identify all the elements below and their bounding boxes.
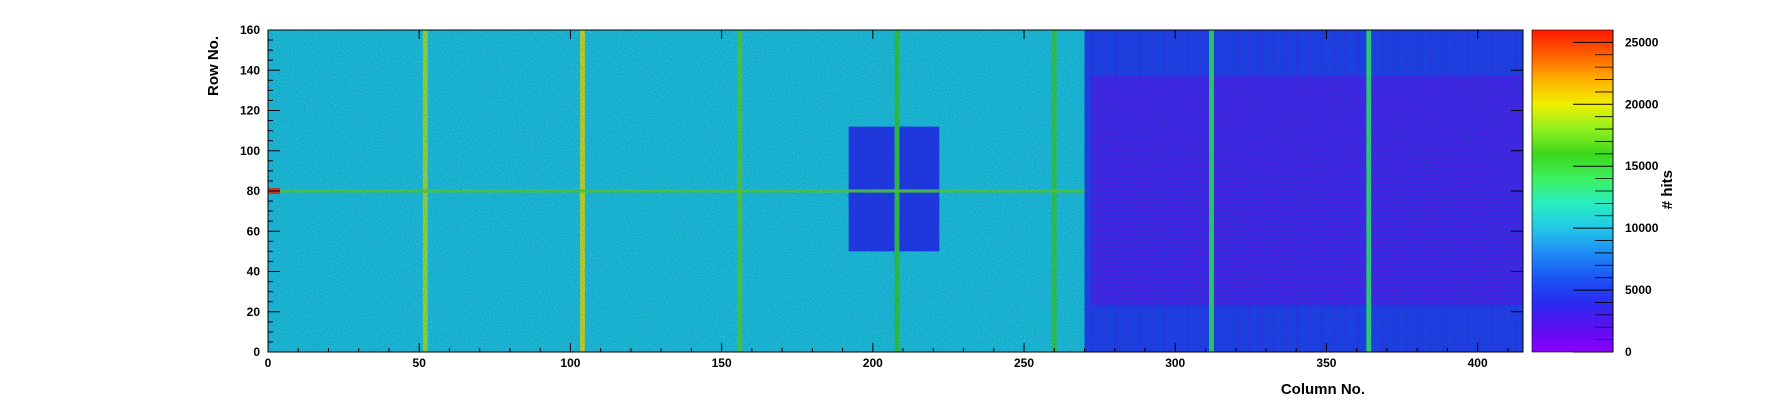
x-tick-label: 200 <box>863 356 883 370</box>
x-tick-label: 100 <box>560 356 580 370</box>
y-tick-label: 160 <box>240 23 260 37</box>
y-tick-label: 100 <box>240 144 260 158</box>
x-tick-label: 250 <box>1014 356 1034 370</box>
noise-overlay <box>268 30 1523 352</box>
x-tick-label: 400 <box>1468 356 1488 370</box>
x-axis-label: Column No. <box>1281 381 1365 398</box>
z-axis-label: # hits <box>1659 170 1676 209</box>
z-tick-label: 5000 <box>1625 283 1652 297</box>
x-tick-label: 300 <box>1165 356 1185 370</box>
y-tick-label: 40 <box>247 265 261 279</box>
y-tick-label: 140 <box>240 63 260 77</box>
x-tick-label: 350 <box>1316 356 1336 370</box>
y-tick-label: 80 <box>247 184 261 198</box>
z-tick-label: 25000 <box>1625 35 1659 49</box>
y-tick-label: 0 <box>253 345 260 359</box>
x-tick-label: 50 <box>413 356 427 370</box>
plot-area <box>268 30 1523 352</box>
axes: 0 50 100 150 200 250 300 350 400 0 20 40 60 80 100 120 1… <box>240 23 1524 370</box>
y-tick-label: 120 <box>240 104 260 118</box>
y-axis-label: Row No. <box>205 36 222 96</box>
y-tick-label: 60 <box>247 224 261 238</box>
x-tick-label: 150 <box>712 356 732 370</box>
y-tick-label: 20 <box>247 305 261 319</box>
color-palette: 0 5000 10000 15000 20000 25000 <box>1531 29 1659 359</box>
z-tick-label: 0 <box>1625 345 1632 359</box>
z-tick-label: 10000 <box>1625 221 1659 235</box>
z-tick-label: 20000 <box>1625 97 1659 111</box>
x-tick-label: 0 <box>265 356 272 370</box>
z-tick-label: 15000 <box>1625 159 1659 173</box>
